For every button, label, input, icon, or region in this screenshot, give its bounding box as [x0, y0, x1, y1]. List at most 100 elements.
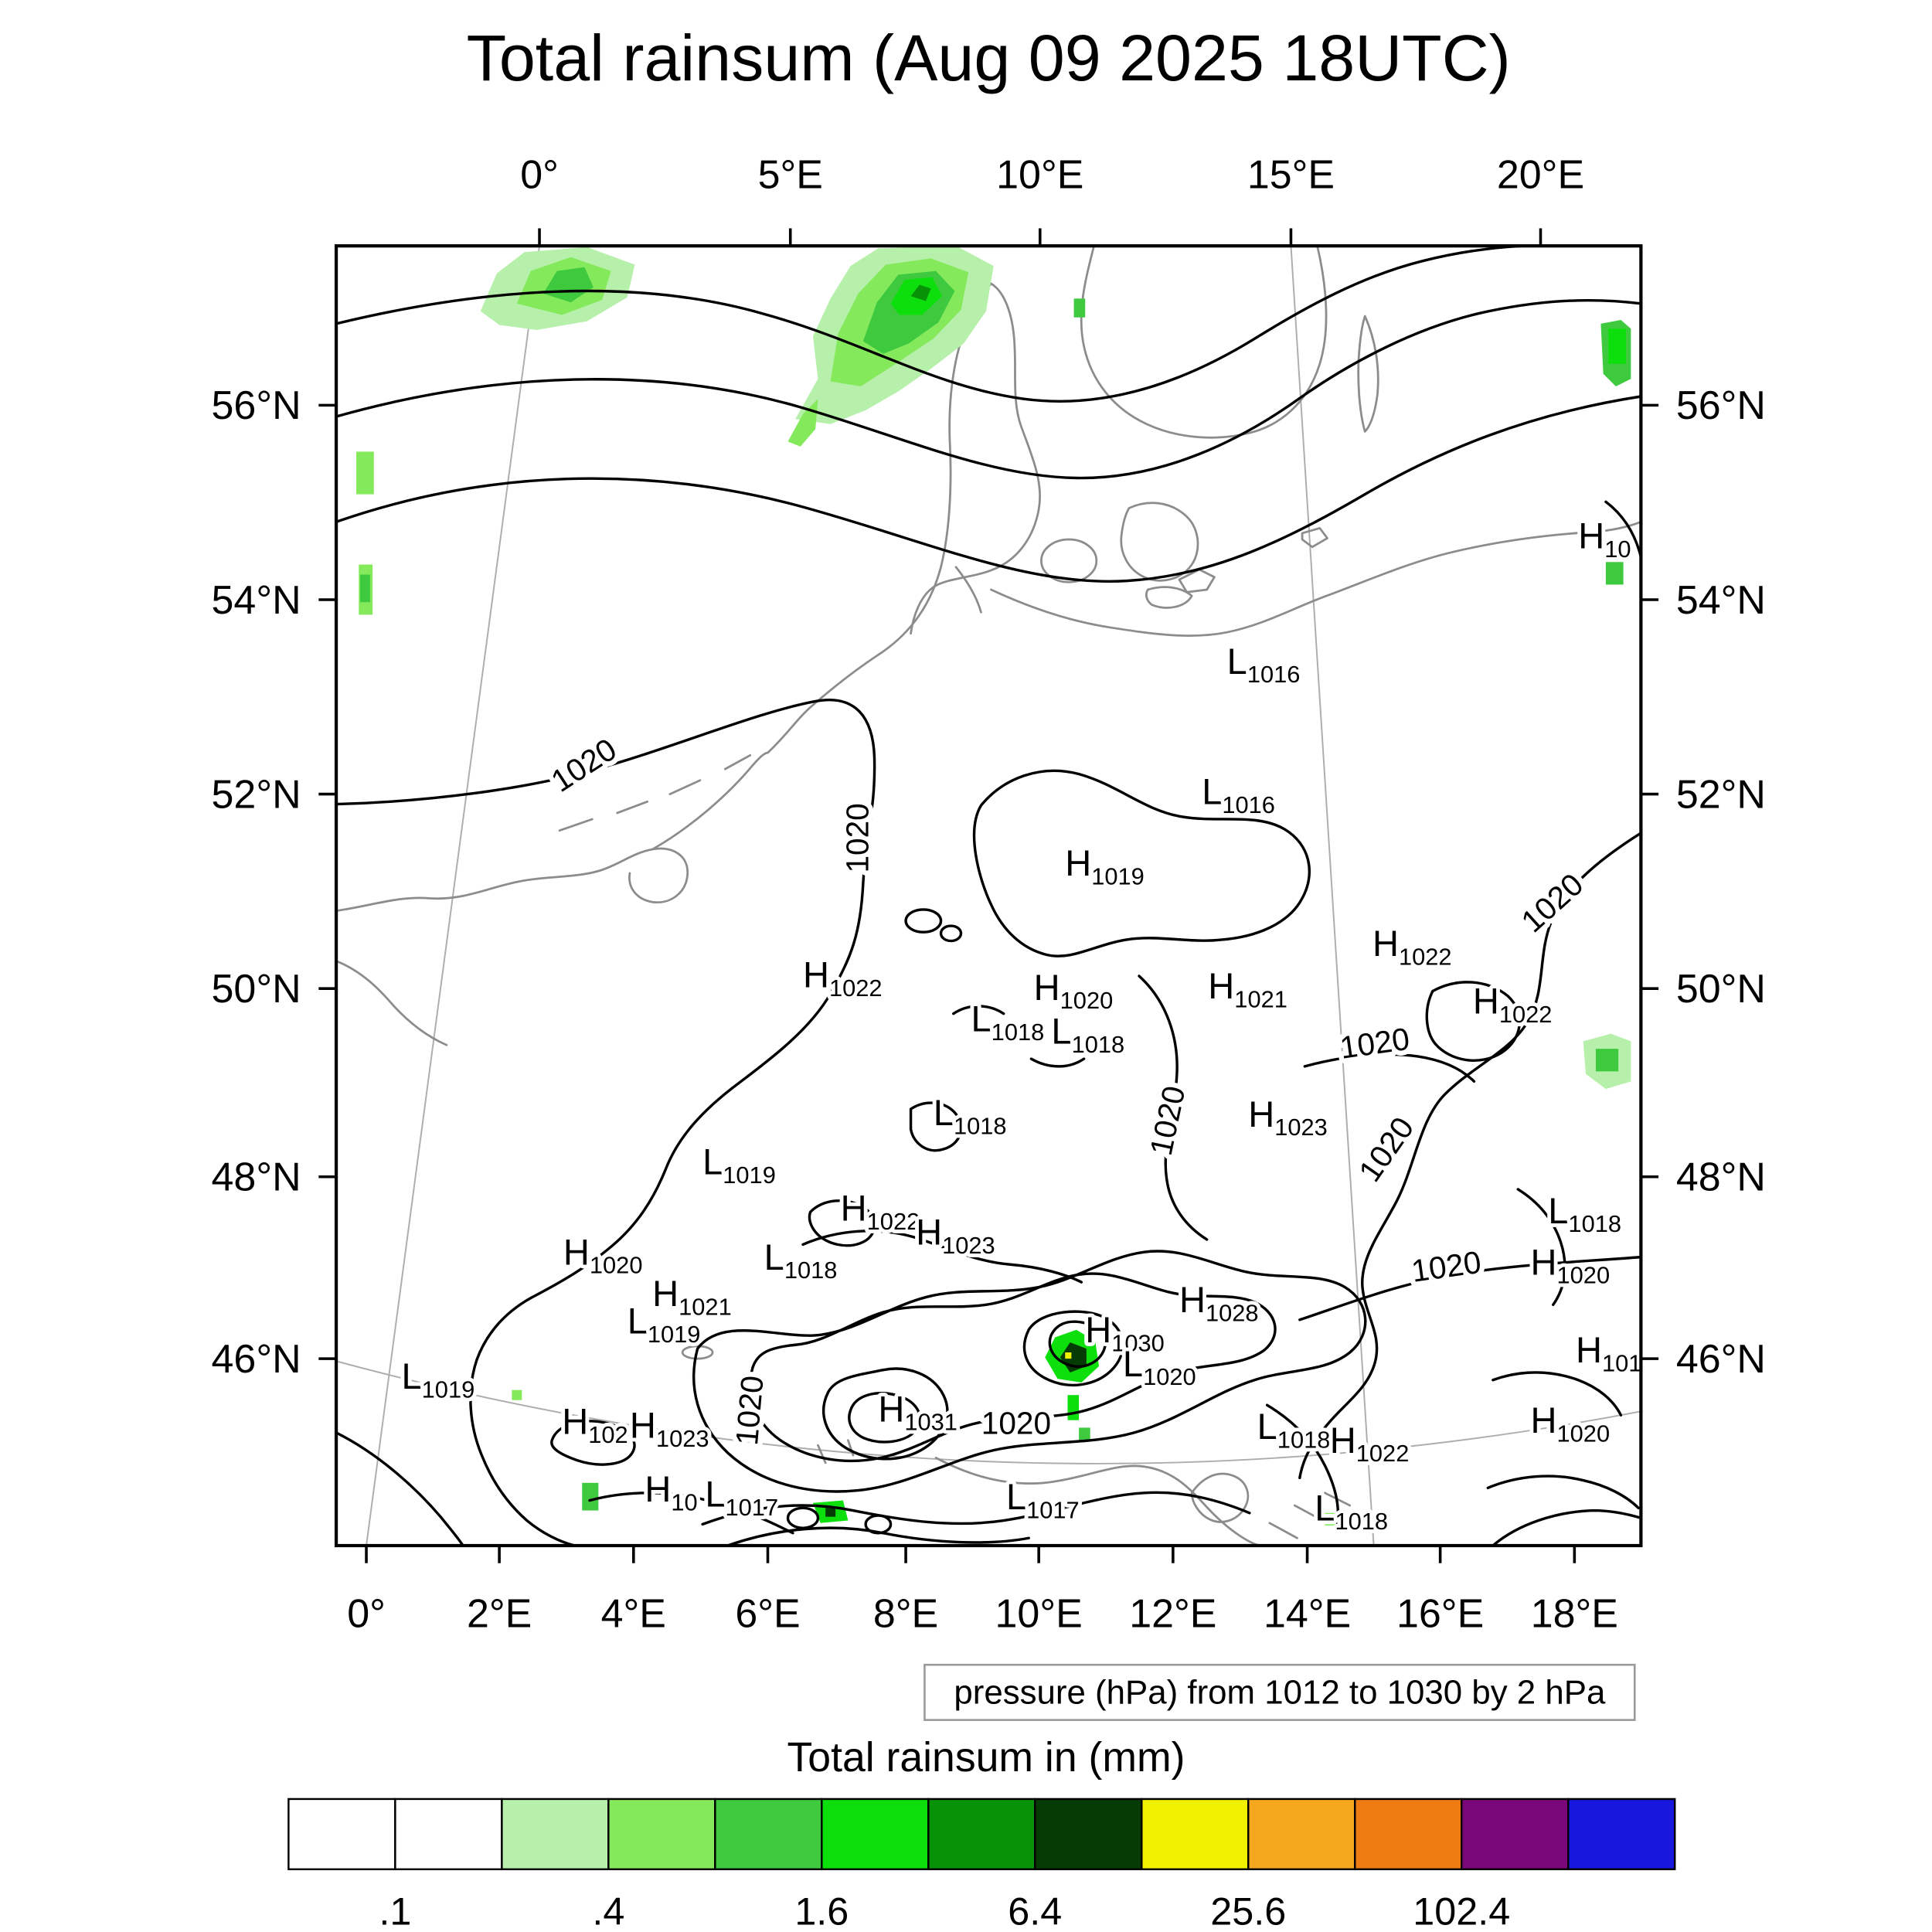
- pressure-center-label: H1023: [1248, 1094, 1328, 1141]
- rain-patch: [1325, 1512, 1338, 1526]
- right-axis-label: 46°N: [1676, 1337, 1766, 1382]
- isobar-path: [749, 1272, 1277, 1463]
- colorbar-cell: [1034, 1798, 1143, 1871]
- coastline-path: [336, 847, 689, 912]
- pressure-center-label: L1019: [628, 1301, 701, 1348]
- isobar-path: [1298, 832, 1641, 1480]
- pressure-center-label: L1016: [1227, 641, 1301, 688]
- rain-shading-layer: [356, 246, 1631, 1526]
- pressure-center-label: L1019: [401, 1355, 474, 1403]
- pressure-center-label: H1020: [563, 1231, 643, 1278]
- bottom-axis-label: 18°E: [1531, 1592, 1618, 1637]
- coastline-path: [990, 520, 1641, 638]
- graticule-line: [1290, 246, 1375, 1546]
- rain-patch: [1067, 1395, 1080, 1420]
- top-axis-label: 5°E: [758, 153, 823, 198]
- rain-patch: [512, 1389, 522, 1400]
- pressure-center-label: H1030: [1085, 1309, 1165, 1356]
- bottom-axis-label: 14°E: [1264, 1592, 1351, 1637]
- pressure-center-label: H1022: [1330, 1420, 1410, 1467]
- rain-patch: [1608, 328, 1626, 364]
- isobar-path: [701, 1491, 1251, 1526]
- contour-label: 1020: [1338, 1021, 1412, 1066]
- colorbar-cell: [714, 1798, 823, 1871]
- right-axis-label: 50°N: [1676, 967, 1766, 1012]
- isobar-path: [786, 1506, 820, 1529]
- rain-patch: [1073, 298, 1086, 318]
- coastline-path: [336, 960, 448, 1046]
- isobar-path: [336, 1431, 464, 1546]
- isobar-path: [1048, 1320, 1107, 1368]
- pressure-center-label: L1018: [1315, 1488, 1388, 1535]
- pressure-center-label: H1023: [630, 1404, 709, 1451]
- isobar-path: [822, 1367, 949, 1461]
- colorbar-cell: [821, 1798, 930, 1871]
- rain-patch: [825, 1508, 836, 1517]
- isobar-path: [1486, 1475, 1640, 1510]
- rain-patch: [910, 284, 931, 301]
- isobar-path: [1303, 1053, 1476, 1083]
- pressure-center-label: H1022: [1372, 923, 1452, 970]
- isobar-path: [1265, 1403, 1339, 1525]
- isobar-path: [550, 1420, 636, 1466]
- pressure-center-label: H1020: [1531, 1241, 1611, 1288]
- bottom-axis-label: 12°E: [1129, 1592, 1216, 1637]
- isobar-path: [1022, 1310, 1124, 1386]
- coastline-island: [1357, 315, 1379, 433]
- bottom-axis-label: 16°E: [1396, 1592, 1484, 1637]
- isobar-path: [336, 395, 1641, 583]
- bottom-axis-label: 8°E: [873, 1592, 938, 1637]
- rain-patch: [1065, 1352, 1072, 1359]
- pressure-center-label: H102: [562, 1401, 628, 1448]
- pressure-center-label: H101: [1576, 1329, 1641, 1376]
- chart-title: Total rainsum (Aug 09 2025 18UTC): [467, 22, 1511, 94]
- colorbar-tick-label: .1: [379, 1889, 411, 1932]
- isobar-path: [1516, 1188, 1566, 1307]
- colorbar-cell: [1461, 1798, 1570, 1871]
- colorbar-cell: [394, 1798, 503, 1871]
- isobar-path: [1138, 975, 1209, 1241]
- contour-label: 1020: [545, 731, 623, 799]
- pressure-center-label: L1018: [764, 1236, 838, 1284]
- pressure-center-label: H1023: [916, 1211, 995, 1258]
- coastline-river: [954, 566, 982, 614]
- isobar-path: [726, 1526, 1030, 1546]
- left-axis-label: 48°N: [212, 1155, 301, 1200]
- left-axis-label: 52°N: [212, 772, 301, 817]
- isobar-path: [952, 1005, 1005, 1015]
- colorbar-cell: [927, 1798, 1036, 1871]
- isobar-path: [1298, 1255, 1641, 1321]
- pressure-center-label: L1018: [971, 998, 1044, 1045]
- contour-label: 1020: [981, 1406, 1051, 1441]
- colorbar-cell: [1141, 1798, 1250, 1871]
- pressure-center-label: L1017: [1006, 1476, 1080, 1523]
- contour-label: 1020: [1515, 866, 1590, 940]
- bottom-axis-label: 2°E: [467, 1592, 532, 1637]
- graticule-line: [336, 1360, 1641, 1464]
- isobar-path: [909, 1101, 963, 1152]
- colorbar-tick-label: 1.6: [794, 1889, 849, 1932]
- pressure-center-label: H1020: [1531, 1400, 1611, 1447]
- colorbar-cell: [287, 1798, 396, 1871]
- left-axis-label: 56°N: [212, 383, 301, 428]
- colorbar-tick-label: .4: [592, 1889, 624, 1932]
- top-axis-label: 15°E: [1247, 153, 1335, 198]
- coastline-lake: [681, 1345, 714, 1360]
- coastlines-layer: [336, 246, 1641, 1546]
- isobars-layer: [336, 246, 1641, 1546]
- colorbar-cell: [1247, 1798, 1356, 1871]
- pressure-center-label: L1018: [1051, 1011, 1124, 1058]
- pressure-center-label: L1018: [934, 1092, 1007, 1139]
- rain-patch: [356, 451, 374, 495]
- isobar-path: [864, 1514, 893, 1535]
- colorbar: .1 .4 1.6 6.4 25.6 102.4: [287, 1798, 1676, 1932]
- colorbar-cell: [607, 1798, 716, 1871]
- coastline-island: [1301, 527, 1328, 549]
- isobar-path: [336, 699, 876, 1546]
- coastline-island: [1120, 502, 1199, 582]
- isobar-path: [336, 246, 1525, 403]
- top-axis-label: 10°E: [996, 153, 1083, 198]
- legend-title: Total rainsum in (mm): [787, 1735, 1185, 1781]
- coastline-islands: [558, 753, 752, 832]
